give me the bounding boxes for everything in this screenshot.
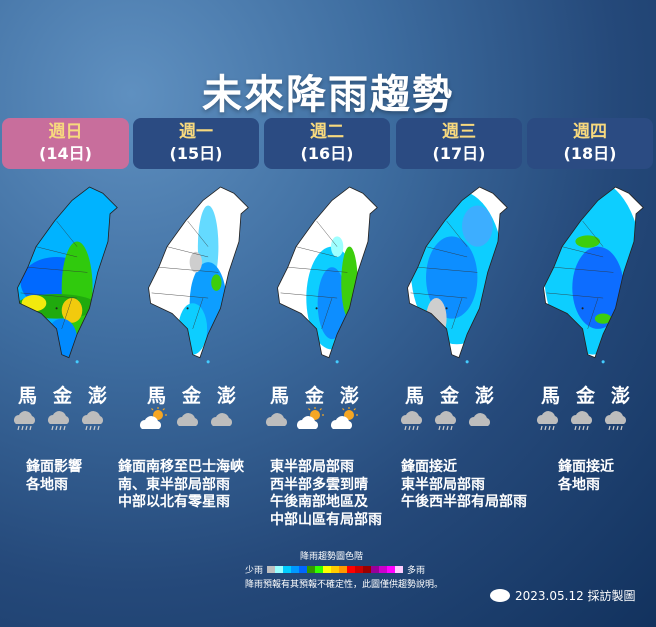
outlying-islands: 馬金澎 — [147, 381, 236, 408]
cloud-icon — [211, 413, 233, 426]
legend-swatch — [291, 566, 300, 573]
island-label: 馬 — [147, 385, 167, 407]
forecast-description: 鋒面接近 各地雨 — [558, 459, 614, 493]
island-label: 馬 — [18, 385, 38, 407]
legend-swatch — [323, 566, 332, 573]
island-label: 馬 — [405, 385, 425, 407]
legend-high: 多雨 — [407, 566, 426, 576]
rain-cloud-icon — [48, 411, 70, 431]
taiwan-rain-map — [17, 186, 118, 364]
legend-swatch — [275, 566, 284, 573]
rain-cloud-icon — [605, 411, 627, 431]
legend-swatch — [331, 566, 340, 573]
island-label: 金 — [182, 385, 202, 407]
cwb-logo-icon — [490, 589, 510, 602]
day-date: (18日) — [563, 144, 617, 163]
island-label: 金 — [440, 385, 460, 407]
legend-swatch — [283, 566, 292, 573]
day-date: (17日) — [432, 144, 486, 163]
rain-cloud-icon — [401, 411, 423, 431]
legend-swatch — [315, 566, 324, 573]
legend-swatch — [355, 566, 364, 573]
island-label: 馬 — [270, 385, 290, 407]
outlying-islands: 馬金澎 — [405, 381, 494, 408]
rain-cloud-icon — [14, 411, 36, 431]
legend-swatch — [395, 566, 404, 573]
cloud-icon — [177, 413, 199, 426]
day-tab-3[interactable]: 週三 (17日) — [396, 118, 522, 169]
day-tab-0[interactable]: 週日 (14日) — [2, 118, 129, 169]
cloud-icon — [266, 413, 288, 426]
outlying-islands: 馬金澎 — [541, 381, 630, 408]
weather-icons — [533, 406, 631, 432]
legend-swatch — [363, 566, 372, 573]
day-tab-2[interactable]: 週二 (16日) — [264, 118, 390, 169]
rain-cloud-icon — [82, 411, 104, 431]
credit-text: 2023.05.12 採訪製圖 — [515, 589, 636, 603]
credit: 2023.05.12 採訪製圖 — [490, 587, 636, 604]
forecast-description: 東半部局部雨 西半部多雲到晴 午後南部地區及 中部山區有局部雨 — [270, 459, 382, 528]
partly-cloudy-icon — [331, 407, 358, 429]
island-label: 馬 — [541, 385, 561, 407]
day-name: 週日 — [48, 122, 83, 142]
partly-cloudy-icon — [140, 407, 167, 429]
taiwan-rain-map — [407, 186, 508, 364]
island-label: 澎 — [217, 385, 237, 407]
cloud-icon — [469, 413, 491, 426]
page-title: 未來降雨趨勢 — [202, 72, 454, 118]
legend-swatch — [379, 566, 388, 573]
day-tab-4[interactable]: 週四 (18日) — [527, 118, 653, 169]
day-name: 週二 — [310, 122, 344, 142]
weather-icons — [139, 406, 237, 432]
island-label: 澎 — [340, 385, 360, 407]
legend-low: 少雨 — [245, 566, 264, 576]
legend-swatch — [347, 566, 356, 573]
day-date: (14日) — [39, 144, 92, 163]
legend-swatch — [307, 566, 316, 573]
legend-swatch — [371, 566, 380, 573]
legend-swatch — [339, 566, 348, 573]
weather-icons — [262, 406, 360, 432]
outlying-islands: 馬金澎 — [270, 381, 359, 408]
weather-icons — [397, 406, 495, 432]
island-label: 金 — [305, 385, 325, 407]
island-label: 澎 — [475, 385, 495, 407]
forecast-description: 鋒面南移至巴士海峽 南、東半部局部雨 中部以北有零星雨 — [118, 459, 244, 510]
outlying-islands: 馬金澎 — [18, 381, 107, 408]
legend-note: 降雨預報有其預報不確定性，此圖僅供趨勢說明。 — [245, 580, 444, 590]
island-label: 澎 — [88, 385, 108, 407]
day-name: 週四 — [573, 122, 607, 142]
rain-cloud-icon — [435, 411, 457, 431]
day-name: 週三 — [442, 122, 476, 142]
forecast-description: 鋒面接近 東半部局部雨 午後西半部有局部雨 — [401, 459, 527, 510]
legend-swatch — [387, 566, 396, 573]
island-label: 澎 — [611, 385, 631, 407]
rain-cloud-icon — [571, 411, 593, 431]
island-label: 金 — [576, 385, 596, 407]
legend-swatch — [299, 566, 308, 573]
rain-cloud-icon — [537, 411, 559, 431]
day-name: 週一 — [179, 122, 213, 142]
day-tab-1[interactable]: 週一 (15日) — [133, 118, 259, 169]
day-date: (15日) — [169, 144, 223, 163]
forecast-description: 鋒面影響 各地雨 — [26, 459, 82, 493]
legend-title: 降雨趨勢圖色階 — [300, 552, 364, 562]
taiwan-rain-map — [148, 186, 249, 364]
island-label: 金 — [53, 385, 73, 407]
partly-cloudy-icon — [297, 407, 324, 429]
day-date: (16日) — [300, 144, 354, 163]
taiwan-rain-map — [543, 186, 644, 364]
taiwan-rain-map — [277, 186, 378, 364]
legend-swatch — [267, 566, 276, 573]
weather-icons — [10, 406, 108, 432]
